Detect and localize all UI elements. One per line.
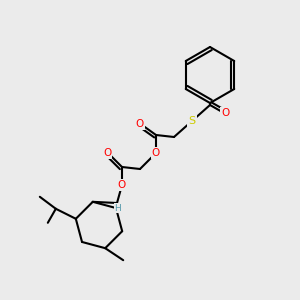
Text: O: O [118,180,126,190]
Text: O: O [103,148,111,158]
Text: S: S [188,116,196,126]
Text: O: O [136,119,144,129]
Text: H: H [115,203,121,212]
Text: O: O [221,108,229,118]
Text: O: O [152,148,160,158]
